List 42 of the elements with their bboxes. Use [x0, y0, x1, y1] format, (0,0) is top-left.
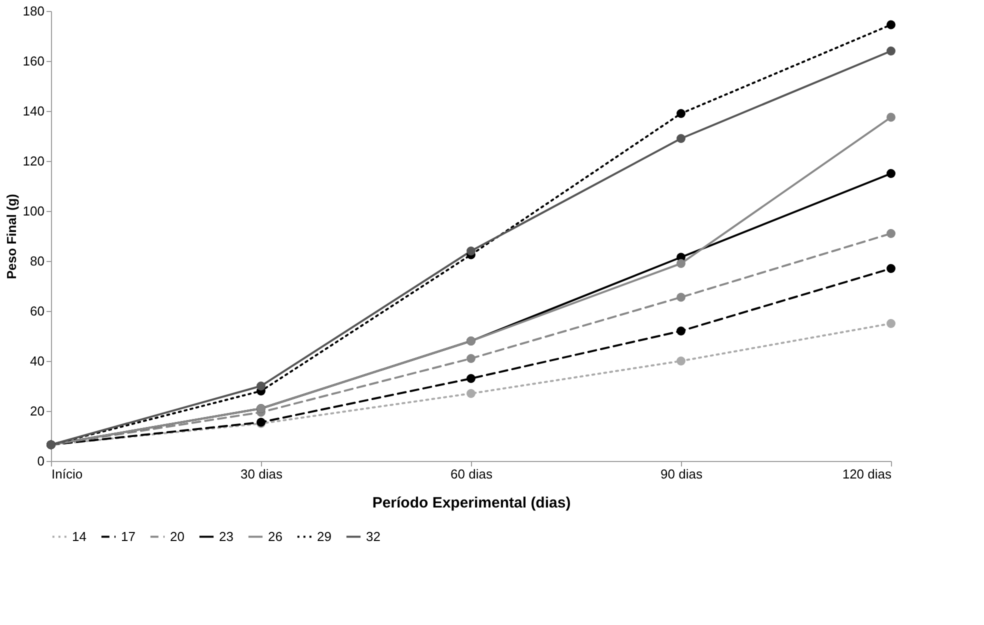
point	[466, 374, 476, 383]
point	[466, 389, 476, 398]
legend-label: 14	[72, 528, 86, 544]
point	[676, 326, 686, 336]
y-tick-label: 40	[30, 354, 44, 368]
x-tick-label: 60 dias	[450, 466, 493, 482]
point	[466, 246, 476, 256]
legend-label: 20	[170, 528, 184, 544]
point	[676, 109, 686, 118]
legend-label: 23	[219, 528, 234, 544]
point	[256, 382, 266, 390]
point	[886, 319, 896, 328]
x-tick-label: 90 dias	[660, 466, 703, 482]
point	[886, 169, 896, 178]
y-tick-label: 180	[22, 4, 44, 18]
point	[886, 20, 896, 30]
y-tick-label: 100	[22, 204, 44, 218]
point	[676, 292, 686, 302]
x-tick-label: Início	[52, 466, 83, 482]
y-tick-label: 160	[22, 54, 44, 68]
legend-label: 29	[317, 528, 332, 544]
point	[676, 356, 686, 366]
point	[886, 264, 896, 273]
y-tick-label: 120	[22, 154, 44, 168]
y-tick-label: 0	[37, 454, 44, 468]
point	[466, 354, 476, 363]
legend-label: 32	[366, 528, 380, 544]
point	[886, 46, 896, 56]
y-tick-label: 80	[30, 254, 44, 268]
point	[886, 229, 896, 238]
x-tick-label: 30 dias	[240, 466, 283, 482]
x-axis-title: Período Experimental (dias)	[372, 494, 571, 512]
y-axis-title: Peso Final (g)	[4, 194, 19, 280]
point	[676, 259, 686, 268]
y-tick-label: 20	[30, 404, 44, 418]
legend-label: 17	[121, 528, 136, 544]
y-tick-label: 140	[22, 104, 44, 118]
point	[886, 112, 896, 122]
x-tick-label: 120 dias	[842, 466, 892, 482]
legend-label: 26	[268, 528, 282, 544]
y-tick-label: 60	[30, 304, 44, 318]
point	[676, 134, 686, 143]
